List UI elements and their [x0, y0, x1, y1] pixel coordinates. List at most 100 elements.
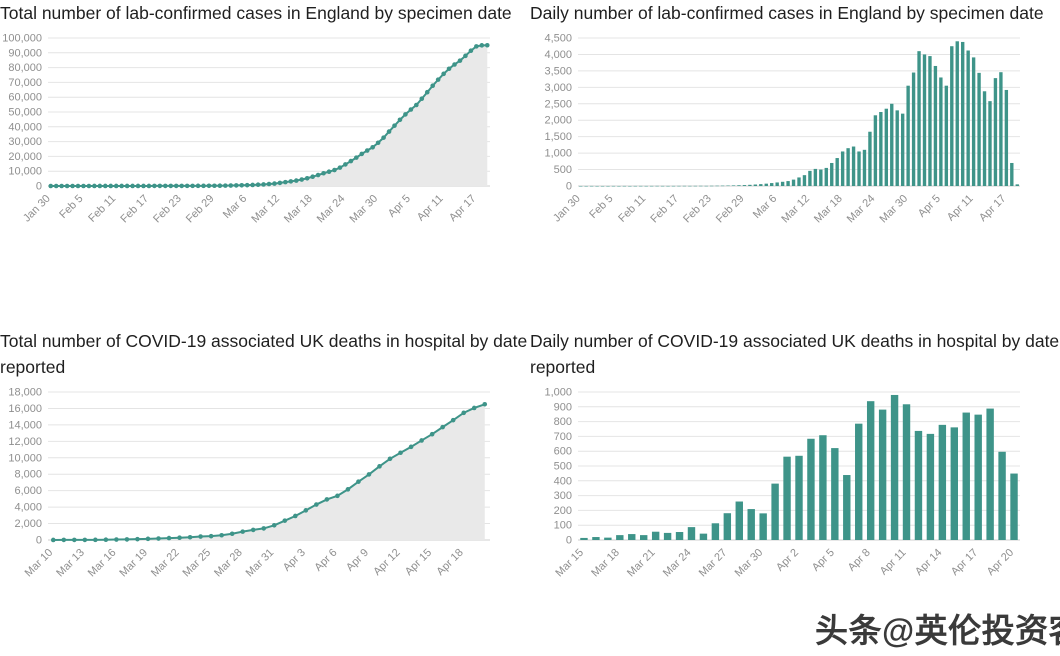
- svg-text:Jan 30: Jan 30: [551, 193, 583, 225]
- svg-text:Mar 31: Mar 31: [244, 547, 277, 580]
- svg-text:Mar 18: Mar 18: [812, 193, 845, 226]
- svg-text:300: 300: [554, 490, 572, 502]
- svg-text:Mar 18: Mar 18: [589, 547, 622, 580]
- svg-text:0: 0: [566, 181, 572, 193]
- svg-text:Feb 5: Feb 5: [57, 193, 85, 221]
- svg-text:Feb 17: Feb 17: [118, 193, 151, 226]
- svg-text:Apr 6: Apr 6: [312, 547, 339, 574]
- svg-text:Feb 17: Feb 17: [648, 193, 681, 226]
- svg-text:Apr 2: Apr 2: [774, 547, 801, 574]
- chart-title-daily-deaths: Daily number of COVID-19 associated UK d…: [530, 331, 1060, 377]
- svg-text:2,500: 2,500: [544, 98, 572, 110]
- svg-text:400: 400: [554, 475, 572, 487]
- svg-text:Jan 30: Jan 30: [21, 193, 53, 225]
- svg-text:700: 700: [554, 431, 572, 443]
- svg-text:60,000: 60,000: [8, 92, 42, 104]
- svg-text:4,000: 4,000: [14, 502, 42, 514]
- svg-text:Apr 15: Apr 15: [403, 547, 434, 578]
- svg-text:Mar 28: Mar 28: [212, 547, 245, 580]
- svg-text:Mar 27: Mar 27: [697, 547, 730, 580]
- panel-total-cases: Total number of lab-confirmed cases in E…: [0, 0, 530, 328]
- svg-text:6,000: 6,000: [14, 485, 42, 497]
- svg-text:Apr 5: Apr 5: [386, 193, 413, 220]
- svg-text:20,000: 20,000: [8, 151, 42, 163]
- panel-daily-deaths: Daily number of COVID-19 associated UK d…: [530, 328, 1060, 656]
- svg-text:Mar 12: Mar 12: [779, 193, 812, 226]
- svg-text:2,000: 2,000: [14, 518, 42, 530]
- svg-text:4,000: 4,000: [544, 49, 572, 61]
- panel-daily-cases: Daily number of lab-confirmed cases in E…: [530, 0, 1060, 328]
- svg-text:Mar 18: Mar 18: [282, 193, 315, 226]
- svg-text:Apr 3: Apr 3: [281, 547, 308, 574]
- svg-text:0: 0: [566, 535, 572, 547]
- daily-cases-bar-chart: 0 500 1,000 1,500 2,000 2,500 3,000 3,500 4,000 4…: [544, 33, 1020, 226]
- svg-text:0: 0: [36, 181, 42, 193]
- svg-text:4,500: 4,500: [544, 33, 572, 45]
- svg-text:10,000: 10,000: [8, 452, 42, 464]
- svg-text:Apr 17: Apr 17: [447, 193, 478, 224]
- svg-text:Apr 11: Apr 11: [878, 547, 909, 578]
- svg-text:Mar 13: Mar 13: [54, 547, 87, 580]
- svg-text:1,000: 1,000: [544, 387, 572, 399]
- svg-text:Mar 16: Mar 16: [86, 547, 119, 580]
- svg-text:18,000: 18,000: [8, 387, 42, 399]
- svg-text:40,000: 40,000: [8, 121, 42, 133]
- svg-text:Mar 24: Mar 24: [315, 193, 348, 226]
- svg-text:Apr 17: Apr 17: [977, 193, 1008, 224]
- svg-text:Mar 10: Mar 10: [23, 547, 56, 580]
- svg-text:Feb 23: Feb 23: [151, 193, 184, 226]
- svg-text:600: 600: [554, 446, 572, 458]
- svg-text:Apr 9: Apr 9: [344, 547, 371, 574]
- svg-text:50,000: 50,000: [8, 107, 42, 119]
- svg-text:2,000: 2,000: [544, 115, 572, 127]
- svg-text:Mar 19: Mar 19: [117, 547, 150, 580]
- svg-text:Apr 11: Apr 11: [945, 193, 976, 224]
- svg-text:900: 900: [554, 401, 572, 413]
- svg-text:500: 500: [554, 164, 572, 176]
- panel-total-deaths: Total number of COVID-19 associated UK d…: [0, 328, 530, 656]
- svg-text:80,000: 80,000: [8, 62, 42, 74]
- svg-text:1,000: 1,000: [544, 148, 572, 160]
- svg-text:90,000: 90,000: [8, 47, 42, 59]
- watermark: 头条@英伦投资客: [815, 612, 1060, 649]
- svg-text:Apr 11: Apr 11: [415, 193, 446, 224]
- svg-text:100: 100: [554, 520, 572, 532]
- svg-text:Apr 14: Apr 14: [913, 547, 944, 578]
- svg-text:Mar 6: Mar 6: [751, 193, 779, 221]
- svg-text:Apr 20: Apr 20: [985, 547, 1016, 578]
- svg-text:Feb 23: Feb 23: [681, 193, 714, 226]
- svg-text:Feb 29: Feb 29: [714, 193, 747, 226]
- svg-text:Mar 30: Mar 30: [878, 193, 911, 226]
- chart-title-daily-cases: Daily number of lab-confirmed cases in E…: [530, 3, 1044, 23]
- chart-title-total-deaths: Total number of COVID-19 associated UK d…: [0, 331, 528, 377]
- svg-text:Mar 6: Mar 6: [221, 193, 249, 221]
- total-deaths-area-chart: 0 2,000 4,000 6,000 8,000 10,000 12,000 14,000 1…: [8, 387, 490, 580]
- svg-text:Apr 5: Apr 5: [810, 547, 837, 574]
- svg-text:3,000: 3,000: [544, 82, 572, 94]
- svg-text:Mar 22: Mar 22: [149, 547, 182, 580]
- svg-text:100,000: 100,000: [2, 33, 42, 45]
- svg-text:1,500: 1,500: [544, 131, 572, 143]
- svg-text:500: 500: [554, 461, 572, 473]
- svg-text:Apr 5: Apr 5: [916, 193, 943, 220]
- svg-text:Apr 18: Apr 18: [434, 547, 465, 578]
- svg-text:Feb 11: Feb 11: [616, 193, 648, 225]
- svg-text:14,000: 14,000: [8, 419, 42, 431]
- svg-text:Apr 17: Apr 17: [949, 547, 980, 578]
- svg-text:16,000: 16,000: [8, 403, 42, 415]
- svg-text:Mar 24: Mar 24: [661, 547, 694, 580]
- svg-text:Mar 21: Mar 21: [625, 547, 658, 580]
- svg-text:0: 0: [36, 535, 42, 547]
- svg-text:3,500: 3,500: [544, 65, 572, 77]
- svg-text:800: 800: [554, 416, 572, 428]
- svg-text:Mar 12: Mar 12: [249, 193, 282, 226]
- svg-text:Apr 12: Apr 12: [371, 547, 402, 578]
- svg-text:Feb 5: Feb 5: [587, 193, 615, 221]
- svg-text:70,000: 70,000: [8, 77, 42, 89]
- svg-text:30,000: 30,000: [8, 136, 42, 148]
- svg-text:Mar 30: Mar 30: [348, 193, 381, 226]
- svg-text:200: 200: [554, 505, 572, 517]
